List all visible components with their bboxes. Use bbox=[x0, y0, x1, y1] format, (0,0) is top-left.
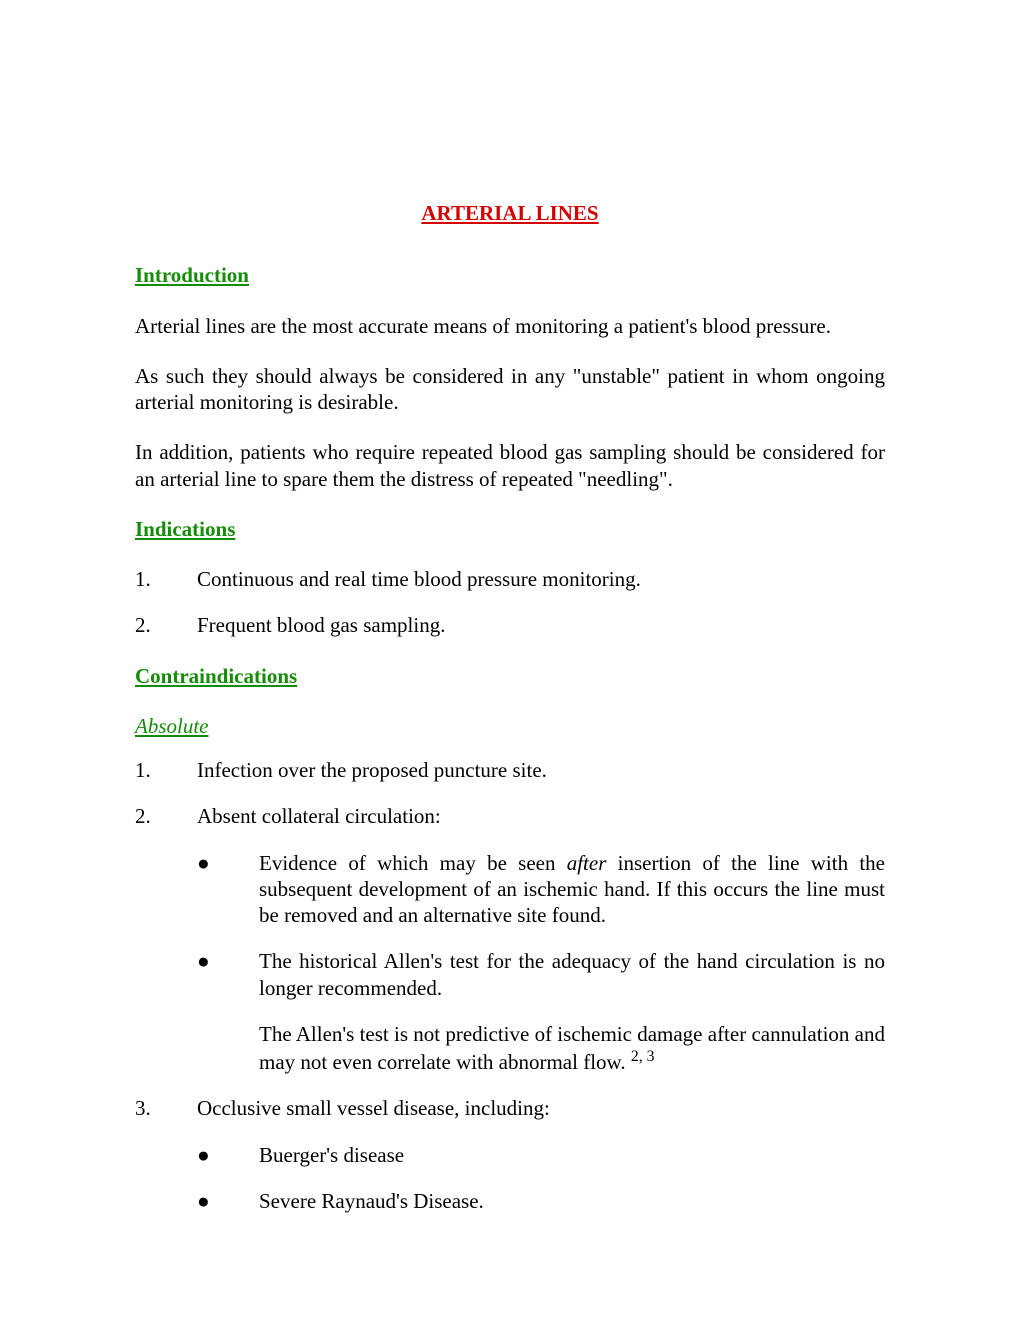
section-heading-indications: Indications bbox=[135, 516, 885, 542]
bullet-text: Evidence of which may be seen after inse… bbox=[259, 850, 885, 929]
list-number: 1. bbox=[135, 757, 197, 783]
bullet-item: ● The historical Allen's test for the ad… bbox=[197, 948, 885, 1001]
bullet-text: The historical Allen's test for the adeq… bbox=[259, 948, 885, 1001]
bullet-glyph: ● bbox=[197, 1142, 259, 1168]
list-item: 2. Absent collateral circulation: bbox=[135, 803, 885, 829]
bullet-item: ● Buerger's disease bbox=[197, 1142, 885, 1168]
bullet-item: ● Severe Raynaud's Disease. bbox=[197, 1188, 885, 1214]
list-number: 2. bbox=[135, 803, 197, 829]
bullet-text: Buerger's disease bbox=[259, 1142, 885, 1168]
text-span: Evidence of which may be seen bbox=[259, 851, 567, 875]
paragraph: In addition, patients who require repeat… bbox=[135, 439, 885, 492]
bullet-glyph: ● bbox=[197, 850, 259, 876]
document-title: ARTERIAL LINES bbox=[135, 200, 885, 226]
list-text: Occlusive small vessel disease, includin… bbox=[197, 1095, 885, 1121]
list-number: 3. bbox=[135, 1095, 197, 1121]
list-item: 1. Infection over the proposed puncture … bbox=[135, 757, 885, 783]
superscript: 2, 3 bbox=[631, 1048, 655, 1065]
text-span: The Allen's test is not predictive of is… bbox=[259, 1022, 885, 1074]
list-number: 1. bbox=[135, 566, 197, 592]
list-item: 2. Frequent blood gas sampling. bbox=[135, 612, 885, 638]
bullet-glyph: ● bbox=[197, 1188, 259, 1214]
list-text: Continuous and real time blood pressure … bbox=[197, 566, 885, 592]
bullet-glyph: ● bbox=[197, 948, 259, 974]
document-page: ARTERIAL LINES Introduction Arterial lin… bbox=[0, 0, 1020, 1334]
paragraph: The Allen's test is not predictive of is… bbox=[259, 1021, 885, 1076]
italic-text: after bbox=[567, 851, 607, 875]
bullet-text: Severe Raynaud's Disease. bbox=[259, 1188, 885, 1214]
paragraph: As such they should always be considered… bbox=[135, 363, 885, 416]
section-heading-contraindications: Contraindications bbox=[135, 663, 885, 689]
paragraph: Arterial lines are the most accurate mea… bbox=[135, 313, 885, 339]
bullet-item: ● Evidence of which may be seen after in… bbox=[197, 850, 885, 929]
list-text: Absent collateral circulation: bbox=[197, 803, 885, 829]
list-text: Infection over the proposed puncture sit… bbox=[197, 757, 885, 783]
list-text: Frequent blood gas sampling. bbox=[197, 612, 885, 638]
list-number: 2. bbox=[135, 612, 197, 638]
section-heading-introduction: Introduction bbox=[135, 262, 885, 288]
sub-heading-absolute: Absolute bbox=[135, 713, 885, 739]
list-item: 1. Continuous and real time blood pressu… bbox=[135, 566, 885, 592]
list-item: 3. Occlusive small vessel disease, inclu… bbox=[135, 1095, 885, 1121]
